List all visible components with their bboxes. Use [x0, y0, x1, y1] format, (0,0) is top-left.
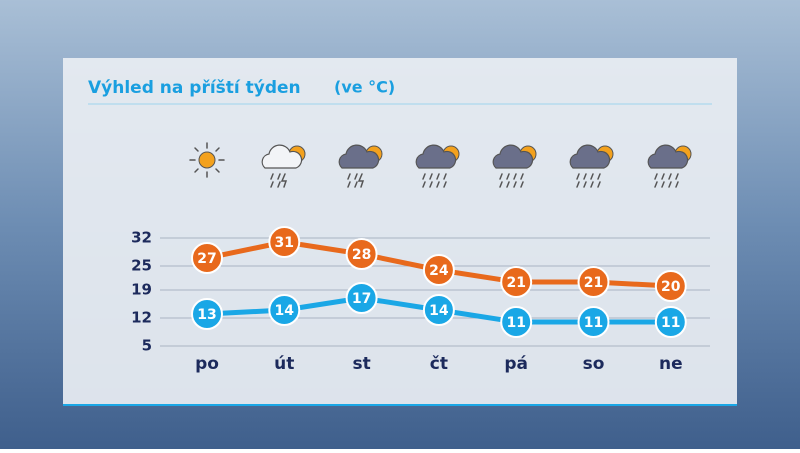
data-label: 11 — [506, 315, 525, 331]
rain-icon — [569, 144, 614, 188]
y-tick-label: 25 — [131, 257, 152, 275]
y-tick-label: 12 — [131, 309, 152, 327]
data-point — [422, 294, 455, 326]
data-label: 20 — [661, 279, 681, 295]
chart-title: Výhled na příští týden — [88, 78, 301, 98]
y-tick-label: 5 — [142, 337, 152, 355]
x-tick-label: út — [274, 354, 294, 374]
y-tick-label: 32 — [131, 229, 152, 247]
x-tick-label: čt — [430, 354, 448, 374]
x-tick-label: po — [195, 354, 219, 374]
data-label: 21 — [506, 275, 525, 291]
data-point — [268, 294, 301, 326]
data-point — [422, 254, 455, 286]
data-point — [191, 242, 223, 274]
data-label: 24 — [429, 263, 449, 279]
x-tick-label: ne — [659, 354, 683, 374]
chart-subtitle: (ve °C) — [334, 78, 395, 97]
sun-icon — [189, 142, 225, 178]
data-label: 28 — [352, 247, 371, 263]
cloud-storm-icon — [261, 144, 306, 188]
data-point — [345, 282, 378, 314]
plot: 32 25 19 12 5 po út st čt pá so ne 27 31 28 24 21 21 20 13 1… — [131, 226, 710, 374]
rain-icon — [647, 144, 692, 188]
data-point — [654, 306, 687, 338]
rain-icon — [415, 144, 460, 188]
data-label: 14 — [429, 303, 449, 319]
data-label: 11 — [584, 315, 603, 331]
data-point — [577, 306, 610, 338]
data-label: 31 — [275, 235, 294, 251]
data-point — [500, 306, 533, 338]
x-tick-label: so — [583, 354, 605, 374]
data-point — [345, 238, 378, 270]
data-point — [500, 266, 533, 298]
panel — [63, 58, 737, 405]
x-tick-label: st — [352, 354, 370, 374]
dark-cloud-storm-icon — [338, 144, 383, 188]
data-label: 17 — [352, 291, 371, 307]
data-label: 14 — [275, 303, 295, 319]
data-label: 27 — [197, 251, 216, 267]
rain-icon — [492, 144, 537, 188]
y-tick-label: 19 — [131, 281, 152, 299]
data-point — [191, 298, 223, 330]
data-point — [654, 270, 687, 302]
weather-icons — [189, 142, 692, 188]
data-point — [268, 226, 301, 258]
x-tick-label: pá — [504, 354, 528, 374]
data-label: 11 — [661, 315, 680, 331]
data-label: 21 — [584, 275, 603, 291]
data-label: 13 — [197, 307, 216, 323]
data-point — [577, 266, 610, 298]
